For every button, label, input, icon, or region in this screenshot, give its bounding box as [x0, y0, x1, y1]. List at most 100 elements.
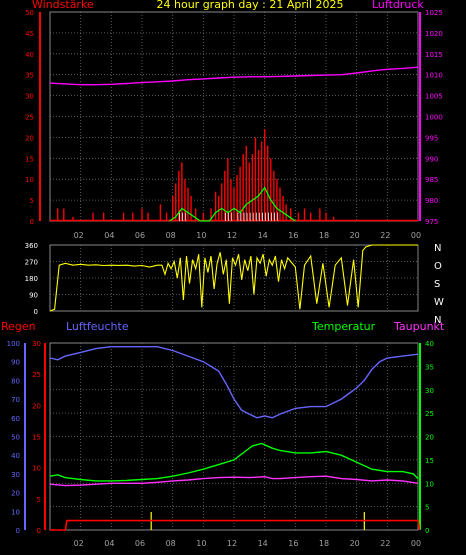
chart-title: 24 hour graph day : 21 April 2025 — [157, 0, 344, 11]
temperature-tick-label: 10 — [425, 480, 434, 488]
pressure-line — [49, 66, 419, 86]
pressure-tick-label: 1025 — [425, 9, 443, 17]
wind-tick-label: 35 — [25, 72, 34, 80]
humidity-line — [49, 346, 419, 419]
direction-compass-label: W — [434, 297, 444, 308]
rain-tick-label: 25 — [32, 371, 41, 379]
humidity-tick-label: 20 — [11, 490, 20, 498]
temperature-tick-label: 35 — [425, 363, 434, 371]
wind-hour-label: 08 — [166, 231, 176, 240]
humidity-tick-label: 50 — [11, 434, 20, 442]
wind-tick-label: 50 — [25, 9, 34, 17]
wind-tick-label: 20 — [25, 134, 34, 142]
temperature-tick-label: 15 — [425, 457, 434, 465]
direction-line — [49, 244, 418, 312]
pressure-tick-label: 995 — [425, 134, 438, 142]
humidity-tick-label: 90 — [11, 359, 20, 367]
pressure-axis-label: Luftdruck — [372, 0, 424, 11]
rain-tick-label: 0 — [37, 527, 41, 535]
wind-hour-label: 20 — [350, 231, 360, 240]
humidity-tick-label: 10 — [11, 508, 20, 516]
direction-compass-label: N — [434, 315, 441, 326]
rain-tick-label: 30 — [32, 340, 41, 348]
direction-tick-label: 360 — [25, 242, 38, 250]
wind-tick-label: 45 — [25, 30, 34, 38]
climate-hour-label: 22 — [380, 539, 390, 548]
wind-pressure-panel: 0510152025303540455097598098599099510001… — [25, 9, 443, 240]
rain-tick-label: 15 — [32, 434, 41, 442]
wind-hour-label: 02 — [74, 231, 84, 240]
wind-hour-label: 18 — [319, 231, 329, 240]
dewpoint-line — [49, 475, 419, 487]
wind-mean-line — [169, 186, 296, 222]
wind-axis-label: Windstärke — [32, 0, 94, 11]
pressure-tick-label: 975 — [425, 218, 438, 226]
climate-panel: 0510152025303540010203040506070809010005… — [7, 340, 434, 548]
humidity-tick-label: 60 — [11, 415, 20, 423]
direction-tick-label: 180 — [25, 275, 38, 283]
wind-tick-label: 10 — [25, 176, 34, 184]
dewpoint-axis-label: Taupunkt — [393, 320, 445, 333]
climate-hour-label: 16 — [288, 539, 298, 548]
temperature-tick-label: 20 — [425, 434, 434, 442]
humidity-tick-label: 70 — [11, 396, 20, 404]
pressure-tick-label: 1020 — [425, 30, 443, 38]
direction-tick-label: 270 — [25, 259, 38, 267]
wind-hour-label: 22 — [380, 231, 390, 240]
pressure-tick-label: 1015 — [425, 51, 443, 59]
temperature-tick-label: 30 — [425, 387, 434, 395]
wind-hour-label: 04 — [104, 231, 114, 240]
wind-hour-label: 10 — [196, 231, 206, 240]
rain-tick-label: 20 — [32, 402, 41, 410]
temperature-tick-label: 25 — [425, 410, 434, 418]
climate-hour-label: 18 — [319, 539, 329, 548]
wind-tick-label: 40 — [25, 51, 34, 59]
climate-hour-label: 00 — [411, 539, 421, 548]
direction-compass-label: N — [434, 243, 441, 254]
pressure-tick-label: 980 — [425, 197, 438, 205]
humidity-tick-label: 40 — [11, 452, 20, 460]
rain-tick-label: 5 — [37, 496, 41, 504]
temperature-tick-label: 40 — [425, 340, 434, 348]
wind-tick-label: 15 — [25, 155, 34, 163]
humidity-tick-label: 100 — [7, 340, 20, 348]
temperature-axis-label: Temperatur — [311, 320, 376, 333]
pressure-tick-label: 1000 — [425, 114, 443, 122]
humidity-tick-label: 80 — [11, 377, 20, 385]
wind-hour-label: 00 — [411, 231, 421, 240]
climate-hour-label: 12 — [227, 539, 237, 548]
rain-tick-label: 10 — [32, 465, 41, 473]
wind-hour-label: 16 — [288, 231, 298, 240]
wind-hour-label: 14 — [258, 231, 268, 240]
direction-compass-label: O — [434, 261, 442, 272]
wind-hour-label: 06 — [135, 231, 145, 240]
climate-hour-label: 20 — [350, 539, 360, 548]
rain-line — [50, 519, 421, 531]
direction-compass-label: S — [434, 279, 440, 290]
temperature-tick-label: 5 — [425, 504, 429, 512]
humidity-tick-label: 0 — [16, 527, 20, 535]
wind-tick-label: 0 — [30, 218, 34, 226]
direction-tick-label: 90 — [29, 292, 38, 300]
climate-hour-label: 08 — [166, 539, 176, 548]
wind-tick-label: 30 — [25, 93, 34, 101]
wind-hour-label: 12 — [227, 231, 237, 240]
direction-tick-label: 0 — [34, 308, 38, 316]
pressure-tick-label: 985 — [425, 176, 438, 184]
temperature-tick-label: 0 — [425, 527, 429, 535]
climate-hour-label: 14 — [258, 539, 268, 548]
climate-hour-label: 04 — [104, 539, 114, 548]
pressure-tick-label: 1010 — [425, 72, 443, 80]
humidity-axis-label: Luftfeuchte — [66, 320, 129, 333]
wind-tick-label: 5 — [30, 197, 34, 205]
humidity-tick-label: 30 — [11, 471, 20, 479]
pressure-tick-label: 990 — [425, 155, 438, 163]
climate-hour-label: 10 — [196, 539, 206, 548]
rain-axis-label: Regen — [1, 320, 36, 333]
temperature-line — [49, 442, 419, 482]
pressure-tick-label: 1005 — [425, 93, 443, 101]
wind-tick-label: 25 — [25, 114, 34, 122]
climate-hour-label: 06 — [135, 539, 145, 548]
